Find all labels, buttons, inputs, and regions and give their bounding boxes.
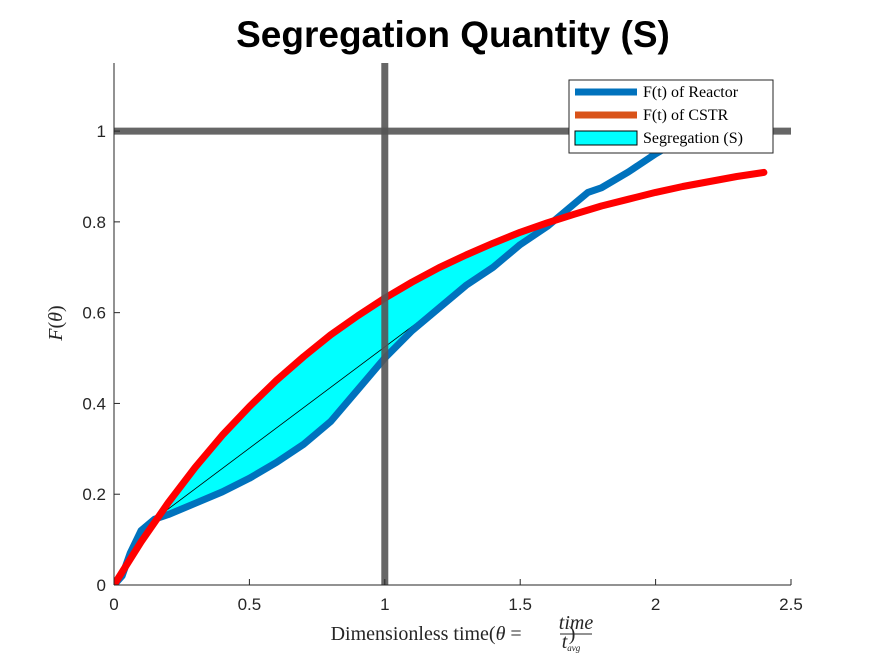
y-tick-label: 0.4: [82, 394, 106, 413]
x-axis-label-symbol: θ: [496, 623, 506, 645]
legend-label-reactor: F(t) of Reactor: [643, 84, 739, 101]
x-tick-label: 1: [380, 595, 389, 614]
x-tick-label: 2: [651, 595, 660, 614]
y-axis-label-close: ): [45, 305, 67, 312]
x-axis-label-prefix: Dimensionless time(: [331, 623, 496, 645]
x-tick-label: 1.5: [508, 595, 532, 614]
y-tick-label: 0: [97, 576, 106, 595]
legend-label-segregation: Segregation (S): [643, 130, 743, 147]
y-axis-label-base: F: [45, 328, 67, 342]
y-tick-label: 1: [97, 122, 106, 141]
tick-layer: 0 0.5 1 1.5 2 2.5 0 0.2 0.4 0.6 0.8 1: [82, 122, 802, 614]
y-tick-label: 0.8: [82, 213, 106, 232]
x-tick-label: 0.5: [238, 595, 262, 614]
y-axis-label-symbol: θ: [45, 312, 67, 322]
chart-title: Segregation Quantity (S): [236, 14, 670, 55]
legend-label-cstr: F(t) of CSTR: [643, 107, 729, 124]
x-tick-label: 0: [109, 595, 118, 614]
x-axis-label-equals: =: [505, 623, 526, 645]
x-axis-label: Dimensionless time(θ = ): [331, 623, 576, 645]
legend-swatch-segregation: [574, 130, 638, 146]
series-line-cstr: [114, 168, 768, 585]
x-tick-label: 2.5: [779, 595, 803, 614]
x-axis-fraction-numerator: time: [559, 612, 594, 634]
y-axis-label-open: (: [45, 321, 67, 328]
x-axis-fraction-denominator-base: t: [562, 631, 568, 653]
x-axis-fraction-denominator: tavg: [562, 631, 581, 653]
y-axis-label: F(θ): [45, 305, 67, 341]
x-axis-fraction-denominator-sub: avg: [567, 643, 580, 653]
x-axis-fraction: time tavg: [559, 612, 594, 653]
y-tick-label: 0.2: [82, 485, 106, 504]
segregation-area: [154, 215, 561, 523]
y-tick-label: 0.6: [82, 304, 106, 323]
legend: F(t) of Reactor F(t) of CSTR Segregation…: [568, 79, 774, 154]
